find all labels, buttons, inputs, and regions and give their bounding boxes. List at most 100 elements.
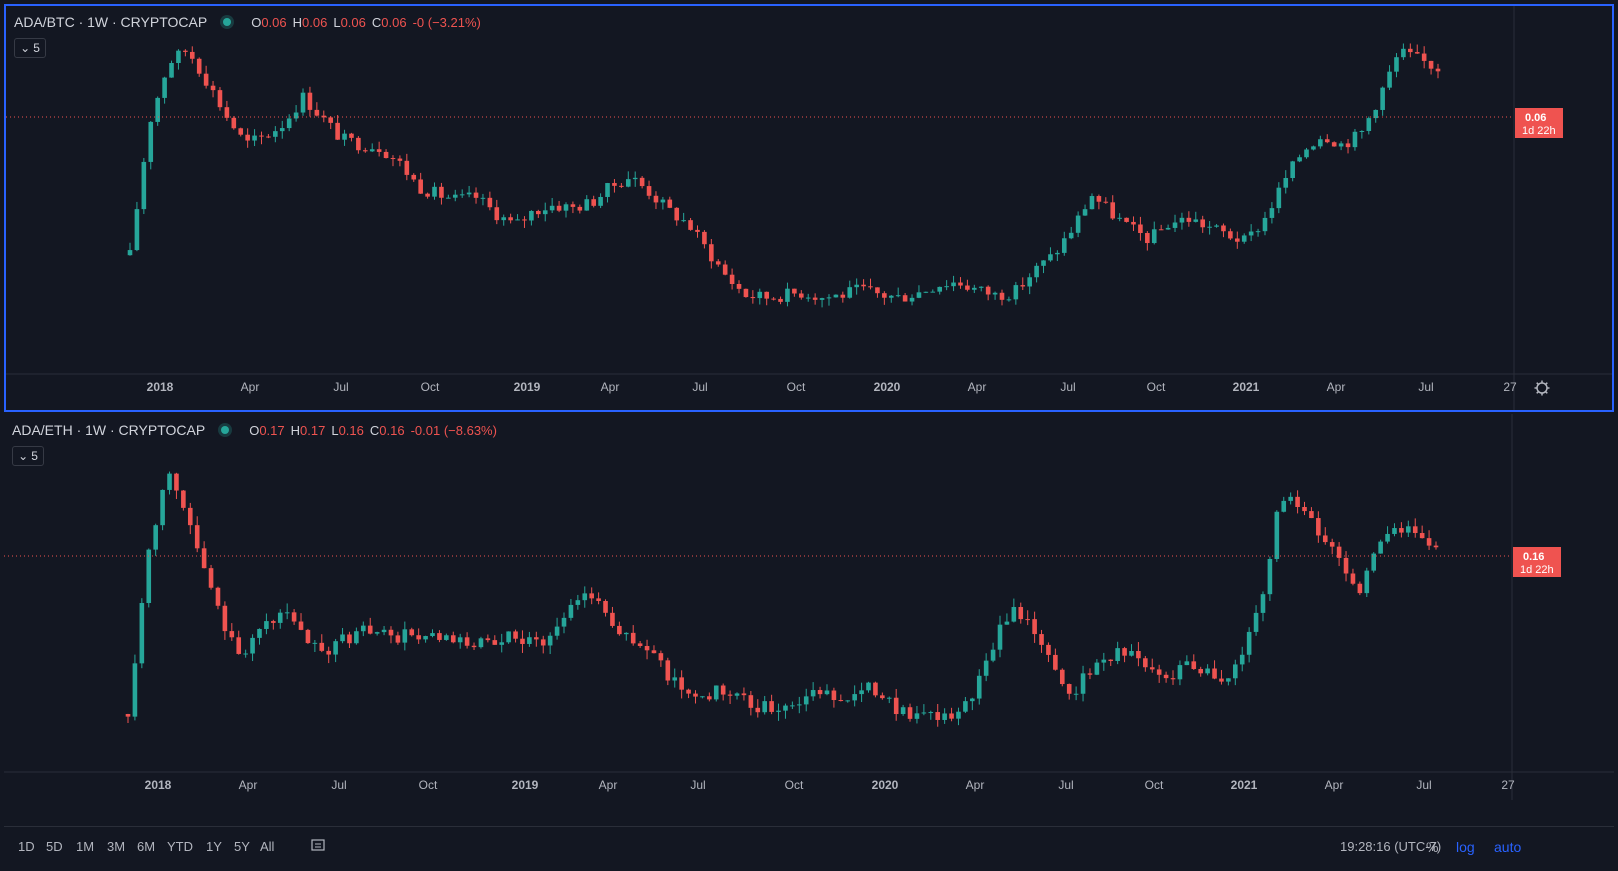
candle-body[interactable] (485, 638, 491, 641)
candle-body[interactable] (797, 704, 802, 706)
candle-body[interactable] (547, 635, 553, 646)
candle-body[interactable] (1276, 187, 1282, 209)
candle-body[interactable] (983, 660, 989, 676)
candle-body[interactable] (715, 261, 721, 265)
candle-body[interactable] (153, 525, 158, 550)
candle-body[interactable] (591, 199, 596, 206)
candle-body[interactable] (189, 51, 195, 59)
candle-body[interactable] (861, 284, 866, 287)
candle-body[interactable] (1151, 229, 1157, 244)
candle-body[interactable] (741, 693, 747, 696)
candle-body[interactable] (605, 183, 610, 197)
candle-body[interactable] (1352, 131, 1358, 148)
candlestick-chart[interactable]: 2018 Apr Jul Oct 2019 Apr Jul Oct 2020 Apr Jul Oct 2… (6, 6, 1612, 410)
candle-body[interactable] (949, 713, 954, 719)
range-button-1y[interactable]: 1Y (206, 839, 222, 854)
candle-body[interactable] (321, 115, 327, 118)
candle-body[interactable] (374, 632, 380, 634)
candle-body[interactable] (471, 645, 477, 648)
candle-body[interactable] (695, 229, 700, 232)
candle-body[interactable] (554, 626, 560, 636)
candle-body[interactable] (1110, 202, 1116, 219)
candle-body[interactable] (1235, 238, 1240, 242)
candle-body[interactable] (1032, 619, 1037, 635)
candle-body[interactable] (803, 696, 809, 705)
candle-body[interactable] (937, 286, 943, 292)
candle-body[interactable] (291, 612, 297, 622)
candle-body[interactable] (1034, 265, 1039, 278)
candle-body[interactable] (810, 690, 816, 697)
candle-body[interactable] (778, 298, 783, 302)
candle-body[interactable] (520, 638, 525, 644)
candle-body[interactable] (1163, 674, 1169, 679)
candle-body[interactable] (755, 707, 761, 713)
candle-body[interactable] (757, 291, 763, 299)
candle-body[interactable] (356, 137, 361, 151)
candle-body[interactable] (416, 635, 421, 640)
candle-body[interactable] (1239, 654, 1245, 665)
candle-body[interactable] (369, 149, 375, 152)
candle-body[interactable] (194, 525, 200, 549)
candle-body[interactable] (1066, 684, 1072, 694)
candle-body[interactable] (1338, 143, 1344, 147)
candle-body[interactable] (720, 685, 726, 695)
candle-body[interactable] (1331, 142, 1337, 147)
candle-body[interactable] (506, 631, 511, 643)
candle-body[interactable] (1013, 285, 1019, 300)
candle-body[interactable] (921, 712, 927, 714)
candle-body[interactable] (1281, 500, 1287, 512)
candle-body[interactable] (686, 689, 691, 694)
candle-body[interactable] (1143, 658, 1148, 668)
clock[interactable]: 19:28:16 (UTC-7) (1340, 839, 1442, 854)
candle-body[interactable] (252, 135, 257, 141)
candle-body[interactable] (367, 625, 373, 634)
candle-body[interactable] (847, 287, 853, 298)
candle-body[interactable] (1193, 219, 1199, 222)
candle-body[interactable] (868, 286, 873, 288)
candle-body[interactable] (298, 621, 304, 630)
candle-body[interactable] (388, 629, 394, 636)
candle-body[interactable] (1172, 222, 1178, 228)
candle-body[interactable] (1025, 619, 1030, 621)
candle-body[interactable] (729, 274, 735, 285)
candle-body[interactable] (895, 295, 901, 297)
candle-body[interactable] (1059, 669, 1065, 685)
candle-body[interactable] (776, 710, 781, 712)
candle-body[interactable] (632, 177, 638, 180)
candle-body[interactable] (446, 197, 451, 199)
candle-body[interactable] (1006, 299, 1012, 301)
candle-body[interactable] (231, 117, 237, 129)
candle-body[interactable] (623, 632, 629, 635)
candle-body[interactable] (563, 204, 569, 211)
candle-body[interactable] (1262, 217, 1268, 232)
candle-body[interactable] (328, 117, 333, 123)
candle-body[interactable] (259, 135, 264, 137)
candle-body[interactable] (271, 621, 276, 623)
candle-body[interactable] (625, 179, 631, 187)
candle-body[interactable] (612, 183, 617, 186)
candle-body[interactable] (1283, 178, 1289, 188)
candle-body[interactable] (549, 205, 555, 211)
candle-body[interactable] (1198, 668, 1203, 674)
candle-body[interactable] (1101, 659, 1107, 663)
candle-body[interactable] (425, 193, 430, 197)
indicators-toggle-button[interactable]: ⌄ 5 (14, 38, 46, 58)
candle-body[interactable] (1350, 573, 1356, 584)
candle-body[interactable] (902, 295, 908, 302)
candle-body[interactable] (1179, 217, 1185, 223)
candle-body[interactable] (838, 700, 844, 702)
candle-body[interactable] (748, 695, 754, 708)
candle-body[interactable] (665, 660, 671, 681)
candle-body[interactable] (1200, 219, 1205, 228)
candle-body[interactable] (610, 612, 615, 626)
candle-body[interactable] (1419, 533, 1425, 539)
candle-body[interactable] (1228, 231, 1233, 239)
candle-body[interactable] (279, 128, 285, 132)
candle-body[interactable] (1373, 109, 1379, 119)
candle-body[interactable] (1068, 232, 1074, 239)
candle-body[interactable] (1345, 143, 1351, 148)
candle-body[interactable] (390, 158, 396, 160)
indicators-toggle-button[interactable]: ⌄ 5 (12, 446, 44, 466)
candle-body[interactable] (1226, 678, 1231, 682)
candle-body[interactable] (1394, 57, 1399, 72)
